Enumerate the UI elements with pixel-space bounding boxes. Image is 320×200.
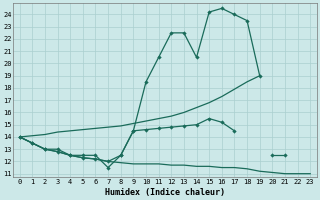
X-axis label: Humidex (Indice chaleur): Humidex (Indice chaleur) <box>105 188 225 197</box>
